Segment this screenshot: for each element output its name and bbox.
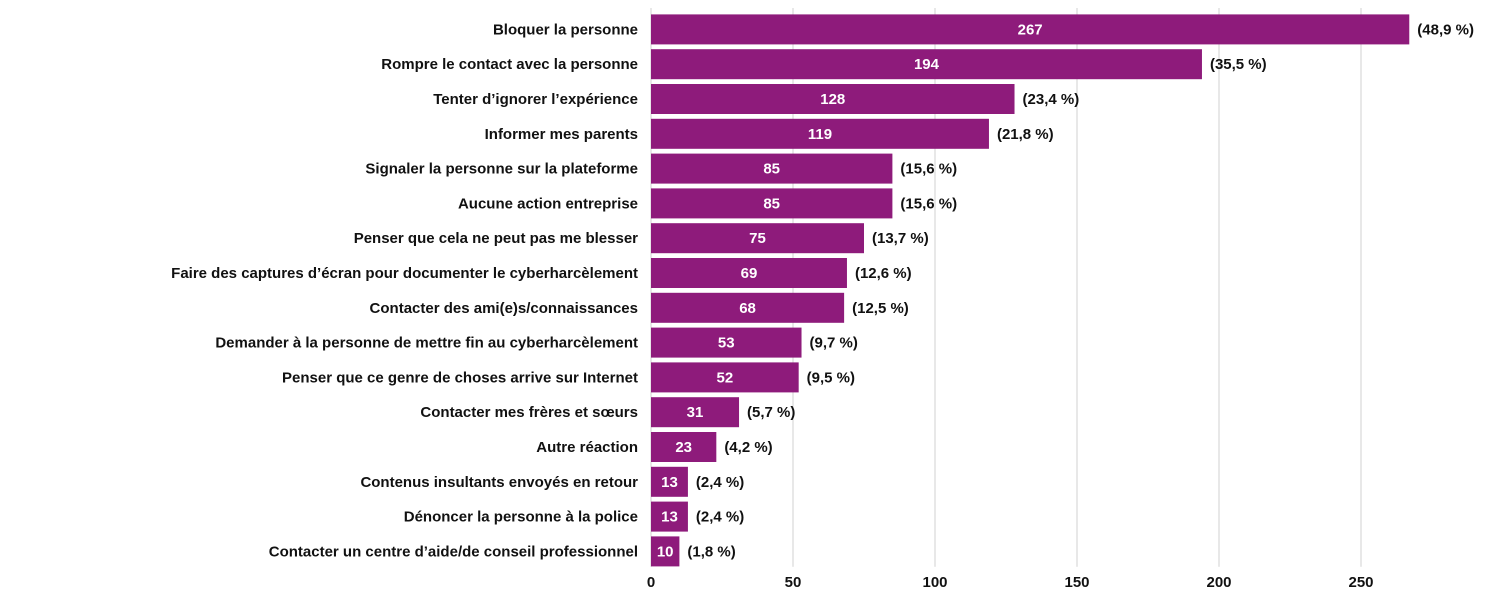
y-tick-label: Signaler la personne sur la plateforme	[365, 161, 638, 178]
y-tick-label: Contacter des ami(e)s/connaissances	[370, 300, 638, 317]
bar	[651, 501, 688, 532]
bar	[651, 258, 847, 288]
y-tick-label: Informer mes parents	[485, 126, 638, 143]
y-tick-label: Rompre le contact avec la personne	[381, 56, 638, 73]
y-tick-label: Aucune action entreprise	[458, 195, 638, 212]
bar	[651, 14, 1410, 45]
bar-value-label: 85	[763, 195, 780, 212]
y-tick-label: Contacter un centre d’aide/de conseil pr…	[269, 543, 638, 560]
percent-label: (15,6 %)	[900, 195, 957, 212]
bar-value-label: 10	[657, 543, 674, 560]
bar-value-label: 53	[718, 335, 735, 352]
bar-value-label: 23	[675, 439, 692, 456]
y-tick-label: Bloquer la personne	[493, 21, 638, 38]
x-tick-label: 50	[785, 574, 802, 591]
y-tick-label: Demander à la personne de mettre fin au …	[215, 335, 638, 352]
percent-label: (9,7 %)	[810, 335, 858, 352]
bar-value-label: 31	[687, 404, 704, 421]
percent-label: (15,6 %)	[900, 161, 957, 178]
x-tick-label: 0	[647, 574, 655, 591]
bar-value-label: 13	[661, 474, 678, 491]
y-tick-label: Dénoncer la personne à la police	[404, 509, 638, 526]
bar-value-label: 194	[914, 56, 940, 73]
percent-label: (35,5 %)	[1210, 56, 1267, 73]
y-tick-label: Penser que cela ne peut pas me blesser	[354, 230, 638, 247]
bar	[651, 397, 740, 428]
percent-label: (21,8 %)	[997, 126, 1054, 143]
y-tick-label: Autre réaction	[536, 439, 638, 456]
bar	[651, 362, 799, 393]
bar	[651, 466, 688, 497]
percent-label: (12,5 %)	[852, 300, 909, 317]
y-tick-label: Contenus insultants envoyés en retour	[360, 474, 638, 491]
bar	[651, 153, 893, 184]
percent-label: (23,4 %)	[1023, 91, 1080, 108]
percent-label: (5,7 %)	[747, 404, 795, 421]
bar	[651, 84, 1015, 114]
y-tick-label: Tenter d’ignorer l’expérience	[433, 91, 638, 108]
y-tick-label: Penser que ce genre de choses arrive sur…	[282, 369, 638, 386]
x-tick-label: 100	[922, 574, 947, 591]
bar	[651, 49, 1202, 80]
bar-value-label: 119	[808, 126, 832, 143]
bar	[651, 292, 845, 323]
bar	[651, 118, 989, 149]
bar-value-label: 13	[661, 509, 678, 526]
percent-label: (2,4 %)	[696, 509, 744, 526]
percent-label: (4,2 %)	[724, 439, 772, 456]
x-tick-label: 150	[1064, 574, 1089, 591]
bar	[651, 536, 680, 567]
y-tick-label: Faire des captures d’écran pour document…	[171, 265, 638, 282]
percent-label: (2,4 %)	[696, 474, 744, 491]
bar-value-label: 68	[739, 300, 756, 317]
percent-label: (48,9 %)	[1417, 21, 1474, 38]
bar	[651, 327, 802, 358]
bar-value-label: 85	[763, 161, 780, 178]
bar	[651, 432, 717, 462]
bar-value-label: 267	[1018, 21, 1043, 38]
x-tick-label: 200	[1206, 574, 1231, 591]
bar-value-label: 69	[741, 265, 758, 282]
percent-label: (9,5 %)	[807, 369, 855, 386]
bar-value-label: 75	[749, 230, 766, 247]
percent-label: (12,6 %)	[855, 265, 912, 282]
bar-value-label: 128	[820, 91, 845, 108]
bar	[651, 188, 893, 219]
percent-label: (13,7 %)	[872, 230, 929, 247]
x-tick-label: 250	[1348, 574, 1373, 591]
percent-label: (1,8 %)	[687, 543, 735, 560]
bar	[651, 223, 864, 254]
y-tick-label: Contacter mes frères et sœurs	[420, 404, 638, 421]
bar-value-label: 52	[716, 369, 733, 386]
